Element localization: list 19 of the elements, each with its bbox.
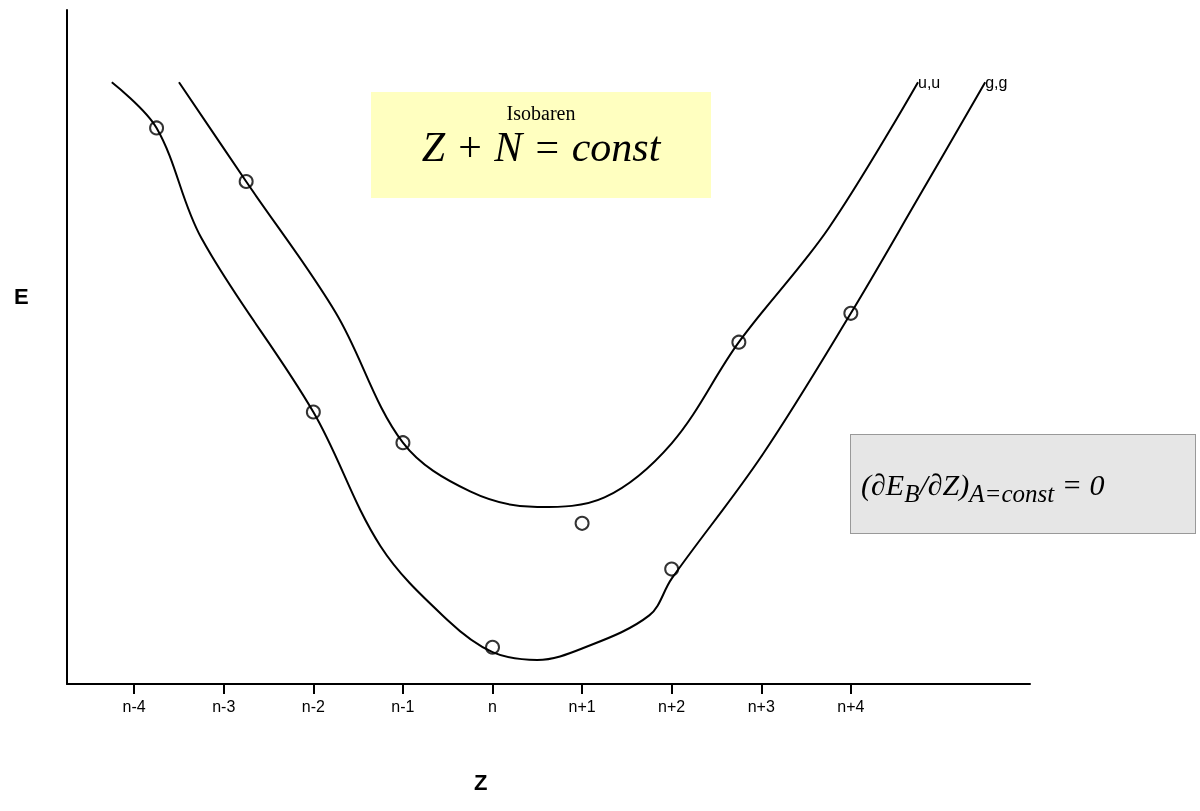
point — [574, 515, 590, 531]
x-tick-label: n — [488, 697, 497, 715]
equation-box: Isobaren Z + N = const — [371, 92, 711, 198]
x-tick-label: n-4 — [122, 697, 146, 715]
point — [664, 561, 680, 577]
y-axis-title: E — [14, 284, 29, 310]
x-tick-label: n+2 — [658, 697, 686, 715]
series-label: g,g — [985, 73, 1008, 91]
x-tick-label: n+3 — [747, 697, 775, 715]
x-tick-label: n-3 — [212, 697, 236, 715]
formula-box: (∂E$_{B}$/∂Z)$_{A=const}$ = 0 — [850, 434, 1196, 534]
annotation: Z + N = const — [420, 124, 663, 170]
x-tick-label: n-2 — [301, 697, 326, 715]
series-label: u,u — [918, 73, 941, 91]
x-tick-label: n+1 — [568, 697, 596, 715]
x-axis-title: Z — [474, 770, 488, 796]
x-tick-label: n+4 — [837, 697, 865, 715]
x-tick-label: n-1 — [391, 697, 415, 715]
annotation: Isobaren — [505, 102, 577, 125]
